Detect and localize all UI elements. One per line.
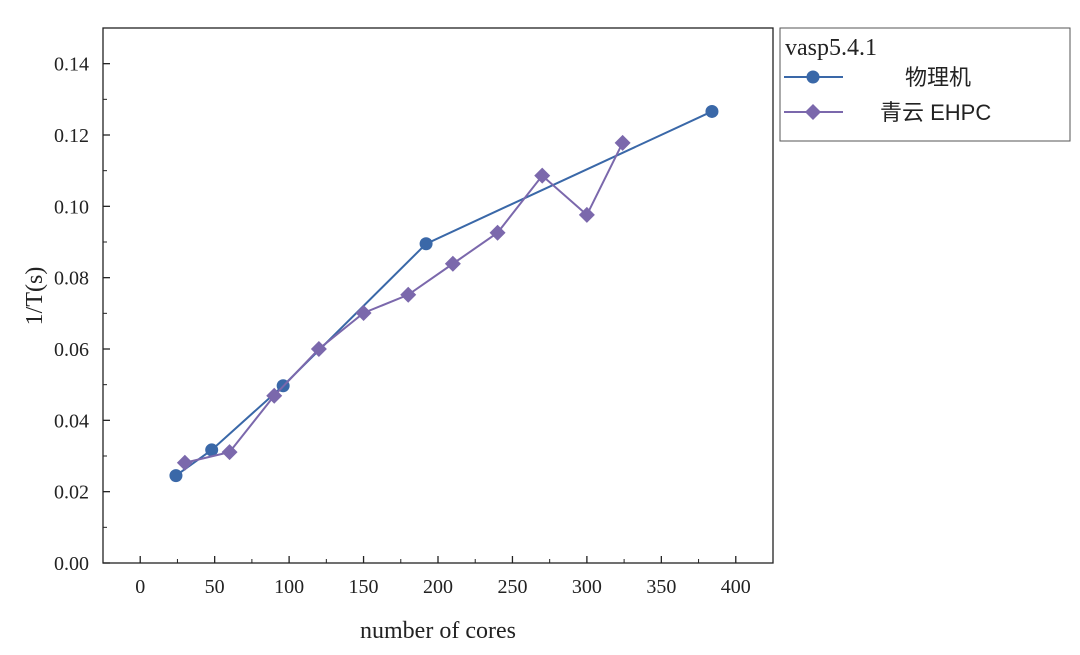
data-point: [205, 443, 219, 457]
y-tick-label: 0.10: [54, 196, 89, 218]
legend-label: 青云 EHPC: [880, 100, 991, 125]
x-tick-label: 300: [572, 576, 602, 598]
data-point: [221, 444, 238, 461]
series-line: [175, 110, 713, 477]
data-point: [705, 104, 719, 118]
data-point: [444, 255, 461, 272]
legend-title: vasp5.4.1: [785, 35, 877, 61]
plot-frame: [102, 27, 774, 564]
x-tick-label: 250: [497, 576, 527, 598]
x-tick-label: 50: [205, 576, 225, 598]
data-point: [169, 469, 183, 483]
data-point: [534, 167, 551, 184]
y-tick-label: 0.04: [54, 410, 89, 432]
data-point: [419, 237, 433, 251]
data-point: [176, 454, 193, 471]
y-tick-label: 0.08: [54, 268, 89, 290]
y-tick-label: 0.00: [54, 553, 89, 575]
data-point: [578, 206, 595, 223]
data-point: [266, 387, 283, 404]
y-tick-label: 0.06: [54, 339, 89, 361]
data-point: [400, 286, 417, 303]
x-tick-label: 150: [349, 576, 379, 598]
series-qingcloud-ehpc: [176, 134, 631, 471]
data-point: [614, 134, 631, 151]
x-tick-label: 350: [646, 576, 676, 598]
y-tick-label: 0.02: [54, 482, 89, 504]
y-axis-label: 1/T(s): [22, 267, 48, 326]
x-tick-label: 400: [721, 576, 751, 598]
legend-marker: [805, 104, 821, 120]
x-tick-label: 200: [423, 576, 453, 598]
x-tick-label: 100: [274, 576, 304, 598]
x-tick-label: 0: [135, 576, 145, 598]
data-point: [355, 304, 372, 321]
data-point: [489, 224, 506, 241]
y-tick-label: 0.14: [54, 54, 89, 76]
data-point: [310, 341, 327, 357]
x-axis-label: number of cores: [360, 618, 516, 644]
legend-label: 物理机: [905, 65, 971, 90]
legend-marker: [806, 70, 820, 84]
legend-box: [779, 27, 1071, 142]
y-tick-label: 0.12: [54, 125, 89, 147]
